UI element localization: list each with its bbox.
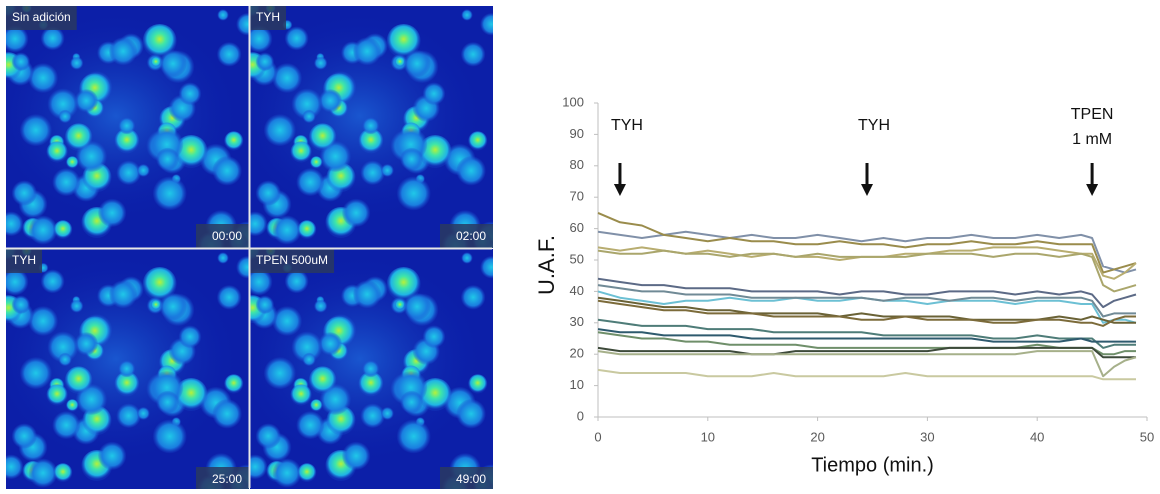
image-panel: TYH 25:00 <box>6 249 249 491</box>
y-tick-label: 30 <box>570 314 584 329</box>
annotation-text: TPEN <box>1071 106 1114 123</box>
series-line <box>597 318 1136 349</box>
label-box <box>250 6 286 30</box>
series-line <box>597 211 1137 274</box>
image-panel: Sin adición 00:00 <box>6 6 249 248</box>
time-text: 00:00 <box>212 229 242 243</box>
series-line <box>597 284 1136 318</box>
cell-image <box>250 6 493 248</box>
image-panel: TPEN 500uM 49:00 <box>250 249 493 491</box>
cell-image <box>6 249 249 491</box>
time-text: 49:00 <box>456 472 486 486</box>
series-line <box>597 346 1136 359</box>
y-tick-label: 80 <box>570 157 584 172</box>
time-text: 25:00 <box>212 472 242 486</box>
series-line <box>597 249 1137 293</box>
series-line <box>597 290 1137 324</box>
panel-label: Sin adición <box>6 6 77 30</box>
line-chart: 0 10 20 30 40 50 60 70 80 90 100 0 10 20 30 40 50 Tiempo … <box>534 94 1154 476</box>
time-label: 00:00 <box>196 224 249 248</box>
panel-label-text: TPEN 500uM <box>256 253 328 267</box>
y-tick-label: 100 <box>562 94 584 109</box>
time-label: 49:00 <box>440 467 493 491</box>
label-box <box>6 249 42 273</box>
panel-label-text: TYH <box>256 10 280 24</box>
y-tick-label: 50 <box>570 251 584 266</box>
time-box <box>196 224 249 248</box>
x-tick-label: 30 <box>920 429 934 444</box>
series-line <box>597 350 1137 378</box>
y-tick-label: 60 <box>570 220 584 235</box>
annotation-text: TYH <box>858 117 890 134</box>
y-tick-label: 0 <box>577 408 584 423</box>
series-line <box>597 277 1137 309</box>
series-line <box>597 368 1136 381</box>
series-line <box>597 246 1137 280</box>
y-tick-label: 70 <box>570 189 584 204</box>
y-axis-title: U.A.F. <box>534 235 559 295</box>
cell-image <box>250 249 493 491</box>
cell-image <box>6 6 249 248</box>
series-line <box>597 299 1136 327</box>
label-box <box>6 6 77 30</box>
annotation-text: TYH <box>611 117 643 134</box>
annotation-text: 1 mM <box>1072 131 1112 148</box>
x-tick-label: 40 <box>1030 429 1044 444</box>
panel-label-text: TYH <box>12 253 36 267</box>
series-line <box>597 230 1137 274</box>
time-label: 25:00 <box>196 467 249 491</box>
x-axis-title: Tiempo (min.) <box>811 454 934 476</box>
label-box <box>250 249 335 273</box>
time-box <box>440 467 493 491</box>
y-tick-label: 90 <box>570 126 584 141</box>
microscopy-grid: Sin adición 00:00 TYH 02:00 TYH 25:00 TPEN 500… <box>6 6 493 491</box>
panel-label-text: Sin adición <box>12 10 71 24</box>
y-tick-label: 40 <box>570 283 584 298</box>
series-line <box>597 328 1136 343</box>
time-label: 02:00 <box>440 224 493 248</box>
y-tick-label: 10 <box>570 377 584 392</box>
series-line <box>597 296 1136 324</box>
y-tick-label: 20 <box>570 346 584 361</box>
time-text: 02:00 <box>456 229 486 243</box>
time-box <box>196 467 249 491</box>
panel-label: TYH <box>250 6 286 30</box>
x-tick-label: 50 <box>1140 429 1154 444</box>
panel-label: TPEN 500uM <box>250 249 335 273</box>
time-box <box>440 224 493 248</box>
image-panel: TYH 02:00 <box>250 6 493 248</box>
panel-label: TYH <box>6 249 42 273</box>
x-tick-label: 0 <box>594 429 601 444</box>
x-tick-label: 10 <box>701 429 715 444</box>
x-tick-label: 20 <box>810 429 824 444</box>
